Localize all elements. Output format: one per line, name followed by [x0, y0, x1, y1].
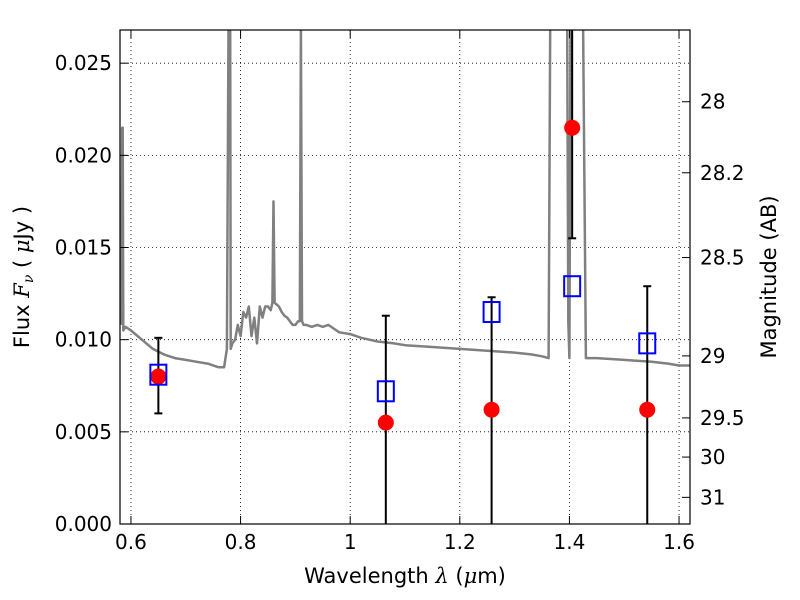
- y-axis-label-symbol: F: [10, 282, 34, 299]
- x-axis-label-symbol: λ: [434, 564, 448, 588]
- model-photometry-box: [563, 275, 582, 298]
- x-axis-label-unit: (: [449, 564, 464, 588]
- plot-area: [120, 30, 690, 524]
- y-axis-label-subscript: ν: [21, 274, 37, 283]
- x-tick-label: 1.2: [444, 530, 476, 554]
- x-tick-label: 1.6: [663, 530, 695, 554]
- model-spectrum-line: [120, 30, 690, 369]
- y2-tick-label: 28: [700, 90, 725, 114]
- x-tick-label: 1.4: [554, 530, 586, 554]
- model-spectrum-layer: [120, 30, 690, 369]
- y-tick-label: 0.015: [55, 236, 112, 260]
- y-tick-label: 0.005: [55, 420, 112, 444]
- y2-tick-label: 30: [700, 445, 725, 469]
- y-tick-label: 0.000: [55, 512, 112, 536]
- model-photometry-box: [482, 301, 501, 324]
- observed-points-layer: [150, 119, 656, 431]
- x-axis-label-mu: μ: [464, 564, 478, 588]
- y-axis-label-unit-end: Jy ): [10, 206, 34, 242]
- y2-tick-label: 31: [700, 485, 725, 509]
- x-tick-label: 0.8: [225, 530, 257, 554]
- x-tick-label: 1: [344, 530, 357, 554]
- observed-point: [150, 368, 167, 385]
- observed-point: [377, 414, 394, 431]
- y2-tick-label: 28.5: [700, 246, 745, 270]
- y-axis-label-mu: μ: [10, 239, 34, 253]
- y-axis-label: Flux Fν ( μJy ): [10, 206, 37, 348]
- y2-axis-label: Magnitude (AB): [757, 195, 781, 358]
- x-axis-label: Wavelength λ (μm): [304, 564, 506, 588]
- observed-point: [483, 401, 500, 418]
- model-photometry-box: [376, 380, 395, 403]
- model-photometry-layer: [149, 275, 657, 403]
- x-tick-label: 0.6: [115, 530, 147, 554]
- y2-tick-label: 29.5: [700, 406, 745, 430]
- plot-frame: [119, 29, 691, 525]
- model-photometry-box: [638, 332, 657, 355]
- y-axis-label-unit: (: [10, 253, 34, 275]
- x-axis-label-unit-end: m): [477, 564, 506, 588]
- y-tick-label: 0.010: [55, 328, 112, 352]
- tick-marks: [120, 30, 690, 525]
- y-axis-label-text: Flux: [10, 298, 34, 348]
- model-photometry-box: [149, 363, 168, 386]
- observed-point: [639, 401, 656, 418]
- y-tick-label: 0.025: [55, 51, 112, 75]
- y2-tick-label: 29: [700, 344, 725, 368]
- observed-point: [564, 119, 581, 136]
- error-bar-cap-layer: [154, 237, 652, 415]
- tick-labels: 0.6 0.8 1 1.2 1.4 1.6 0.000 0.005 0.010 0.015 0.02…: [55, 51, 745, 554]
- y-tick-label: 0.020: [55, 143, 112, 167]
- y2-tick-label: 28.2: [700, 161, 745, 185]
- x-axis-label-text: Wavelength: [304, 564, 435, 588]
